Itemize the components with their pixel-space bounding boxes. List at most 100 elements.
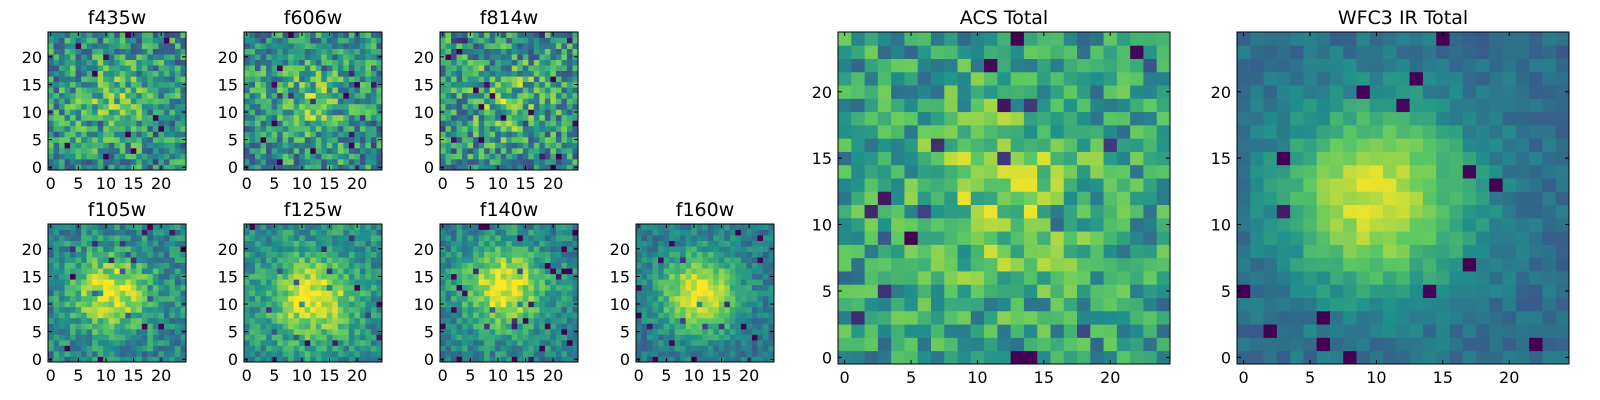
heatmap-cell	[70, 224, 76, 230]
heatmap-cell	[97, 284, 104, 291]
heatmap-cell	[467, 81, 474, 88]
heatmap-cell	[260, 251, 267, 258]
heatmap-cell	[473, 70, 480, 77]
heatmap-cell	[528, 37, 535, 44]
heatmap-cell	[707, 257, 714, 264]
heatmap-cell	[1103, 337, 1118, 352]
heatmap-cell	[365, 339, 372, 346]
heatmap-cell	[462, 323, 468, 330]
heatmap-cell	[636, 235, 642, 241]
heatmap-cell	[266, 136, 272, 143]
heatmap-cell	[473, 81, 480, 88]
heatmap-cell	[506, 306, 513, 313]
heatmap-cell	[944, 164, 958, 179]
heatmap-cell	[152, 59, 159, 66]
heatmap-cell	[288, 317, 295, 324]
heatmap-cell	[555, 295, 562, 302]
heatmap-cell	[147, 350, 154, 357]
heatmap-cell	[130, 339, 137, 346]
heatmap-cell	[506, 76, 513, 83]
heatmap-cell	[315, 235, 322, 241]
heatmap-cell	[506, 339, 513, 346]
heatmap-cell	[658, 334, 664, 341]
heatmap-cell	[440, 92, 446, 99]
heatmap-cell	[277, 240, 284, 247]
heatmap-cell	[944, 204, 958, 219]
heatmap-cell	[59, 251, 65, 258]
heatmap-cell	[288, 328, 295, 335]
heatmap-cell	[456, 323, 463, 330]
heatmap-cell	[478, 54, 485, 60]
heatmap-cell	[59, 295, 65, 302]
heatmap-cell	[103, 295, 110, 302]
heatmap-cell	[136, 251, 143, 258]
heatmap-cell	[462, 235, 468, 241]
heatmap-cell	[735, 273, 742, 280]
heatmap-cell	[522, 136, 529, 143]
heatmap-cell	[511, 32, 518, 38]
heatmap-cell	[917, 204, 932, 219]
heatmap-cell	[75, 334, 82, 341]
heatmap-cell	[729, 224, 736, 230]
heatmap-cell	[255, 142, 261, 149]
heatmap-cell	[365, 87, 372, 94]
heatmap-cell	[1050, 164, 1065, 179]
heatmap-cell	[125, 224, 132, 230]
heatmap-cell	[566, 43, 573, 49]
heatmap-cell	[174, 290, 181, 297]
heatmap-cell	[288, 246, 295, 252]
heatmap-cell	[288, 32, 295, 38]
heatmap-cell	[702, 356, 709, 363]
heatmap-cell	[255, 98, 261, 105]
heatmap-cell	[484, 48, 491, 55]
heatmap-cell	[337, 109, 344, 116]
heatmap-cell	[249, 345, 256, 352]
heatmap-cell	[528, 158, 535, 165]
heatmap-cell	[163, 109, 170, 116]
heatmap-cell	[663, 279, 670, 286]
heatmap-cell	[174, 229, 181, 236]
heatmap-cell	[266, 76, 272, 83]
heatmap-cell	[1010, 178, 1025, 192]
heatmap-cell	[108, 153, 115, 160]
heatmap-cell	[141, 153, 148, 160]
heatmap-cell	[506, 70, 513, 77]
heatmap-cell	[729, 350, 736, 357]
heatmap-cell	[495, 37, 502, 44]
heatmap-cell	[550, 114, 557, 121]
heatmap-cell	[511, 295, 518, 302]
heatmap-cell	[544, 87, 551, 94]
heatmap-cell	[359, 43, 366, 49]
heatmap-cell	[249, 284, 256, 291]
heatmap-cell	[456, 262, 463, 269]
heatmap-cell	[445, 136, 452, 143]
heatmap-cell	[478, 43, 485, 49]
heatmap-cell	[103, 235, 110, 241]
heatmap-cell	[86, 356, 93, 363]
heatmap-cell	[473, 334, 480, 341]
heatmap-cell	[81, 92, 88, 99]
heatmap-cell	[440, 317, 446, 324]
heatmap-cell	[930, 310, 945, 325]
heatmap-cell	[370, 224, 377, 230]
heatmap-cell	[75, 136, 82, 143]
heatmap-cell	[53, 339, 60, 346]
heatmap-cell	[141, 109, 148, 116]
heatmap-cell	[473, 235, 480, 241]
heatmap-cell	[304, 257, 311, 264]
heatmap-cell	[365, 273, 372, 280]
heatmap-cell	[539, 136, 546, 143]
x-tick-label: 5	[73, 366, 83, 385]
heatmap-cell	[288, 350, 295, 357]
heatmap-cell	[59, 350, 65, 357]
heatmap-cell	[343, 120, 350, 127]
heatmap-cell	[304, 70, 311, 77]
heatmap-cell	[566, 257, 573, 264]
heatmap-cell	[641, 229, 648, 236]
heatmap-cell	[762, 328, 769, 335]
heatmap-cell	[680, 273, 687, 280]
heatmap-cell	[108, 224, 115, 230]
heatmap-cell	[652, 306, 659, 313]
heatmap-cell	[310, 92, 317, 99]
heatmap-cell	[326, 65, 333, 72]
